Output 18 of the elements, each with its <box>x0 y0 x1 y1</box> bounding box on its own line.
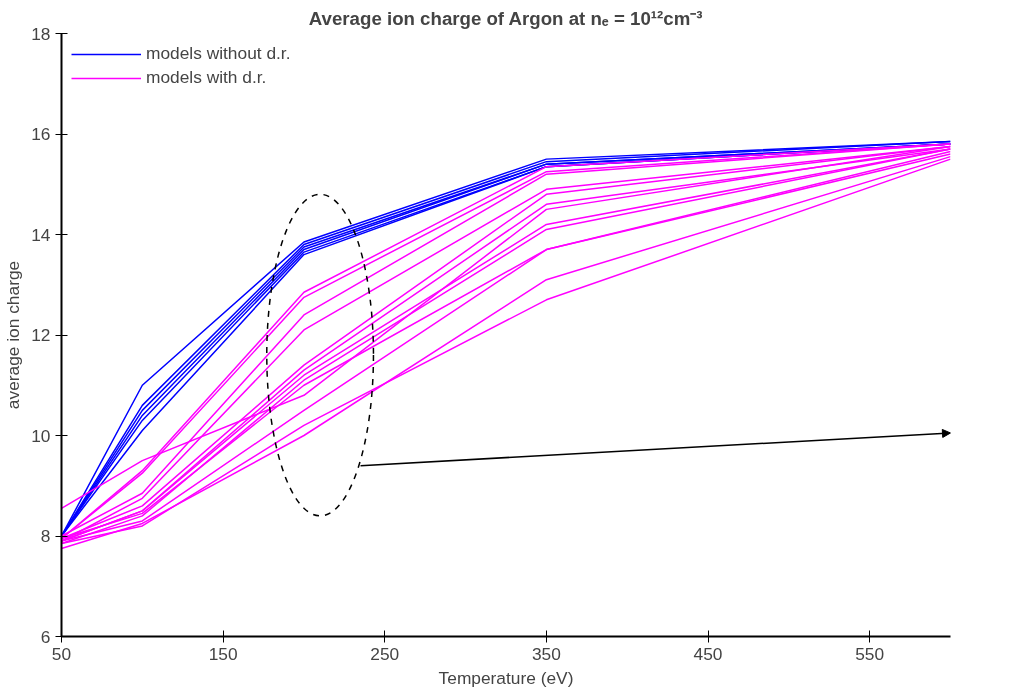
x-tick-label: 350 <box>531 643 561 664</box>
legend-label: models without d.r. <box>146 43 291 64</box>
y-tick-label: 10 <box>31 425 51 446</box>
y-axis-title: average ion charge <box>3 260 24 410</box>
y-tick-label: 16 <box>31 124 51 144</box>
y-tick-label: 14 <box>31 224 51 245</box>
x-tick-label: 450 <box>693 643 723 664</box>
x-tick-label: 150 <box>208 643 238 664</box>
x-tick-label: 550 <box>855 643 885 664</box>
y-tick-label: 8 <box>40 526 51 546</box>
x-axis-title: Temperature (eV) <box>438 667 574 688</box>
chart-title: Average ion charge of Argon at nₑ = 10¹²cm⁻³ <box>308 7 703 29</box>
y-tick-label: 12 <box>31 325 51 345</box>
x-tick-label: 50 <box>51 643 72 664</box>
y-tick-label: 6 <box>40 626 51 647</box>
legend-label: models with d.r. <box>146 67 267 88</box>
x-tick-label: 250 <box>370 643 400 664</box>
y-tick-label: 18 <box>31 23 51 44</box>
